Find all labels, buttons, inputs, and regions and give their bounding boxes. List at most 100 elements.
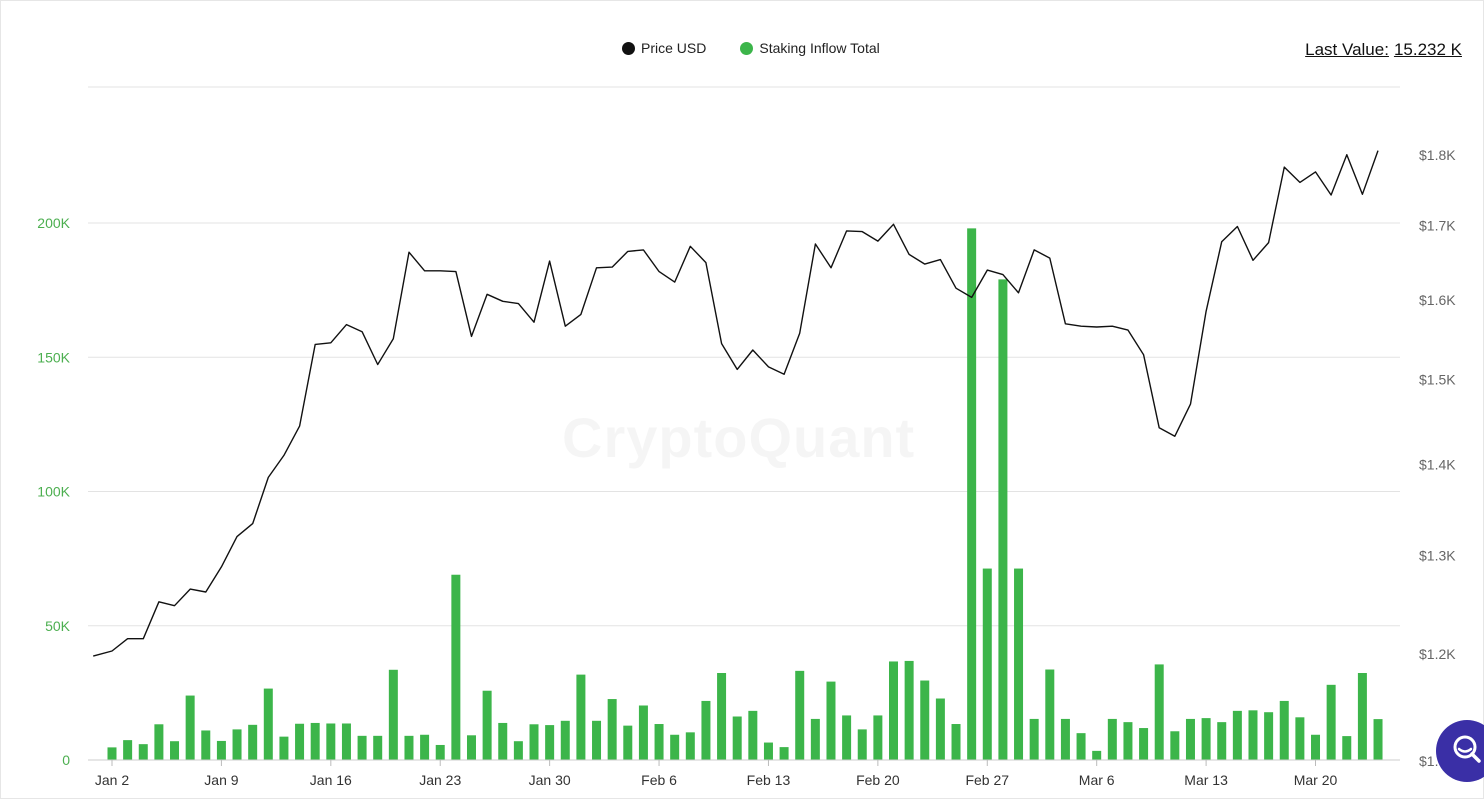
- y-left-tick-label: 150K: [37, 349, 70, 365]
- inflow-legend-dot: [740, 41, 754, 55]
- inflow-bar: [357, 735, 367, 760]
- inflow-bar: [279, 736, 289, 760]
- inflow-bar: [1170, 731, 1180, 760]
- y-left-tick-label: 100K: [37, 484, 70, 500]
- inflow-bar: [935, 698, 945, 760]
- inflow-bar: [1295, 717, 1305, 760]
- legend-item-inflow[interactable]: Staking Inflow Total: [740, 40, 880, 56]
- legend-item-price[interactable]: Price USD: [622, 40, 706, 56]
- x-tick-label: Mar 20: [1294, 772, 1338, 788]
- inflow-bar: [248, 724, 258, 760]
- inflow-bar: [1185, 718, 1195, 760]
- y-right-tick-label: $1.4K: [1419, 456, 1456, 472]
- inflow-bar: [451, 574, 461, 760]
- inflow-bar: [1107, 718, 1117, 760]
- inflow-bar: [1232, 710, 1242, 760]
- x-tick-label: Jan 9: [204, 772, 238, 788]
- inflow-bar: [810, 718, 820, 760]
- inflow-bar: [1248, 710, 1258, 760]
- y-right-tick-label: $1.3K: [1419, 547, 1456, 563]
- inflow-bar: [513, 741, 523, 760]
- inflow-bar: [779, 747, 789, 760]
- inflow-bar: [170, 741, 180, 760]
- inflow-bar: [889, 661, 898, 760]
- inflow-bar: [1264, 712, 1274, 760]
- x-tick-label: Mar 6: [1079, 772, 1115, 788]
- inflow-bar: [920, 680, 930, 760]
- inflow-bar: [263, 688, 273, 760]
- inflow-bar: [763, 742, 773, 760]
- inflow-bar: [388, 669, 398, 760]
- inflow-bar: [592, 720, 602, 760]
- inflow-bar: [1217, 722, 1227, 760]
- inflow-bar: [576, 674, 586, 760]
- inflow-bar: [717, 673, 727, 760]
- inflow-bar: [420, 734, 430, 760]
- inflow-bar: [373, 735, 383, 760]
- y-right-tick-label: $1.2K: [1419, 646, 1456, 662]
- x-tick-label: Jan 30: [529, 772, 571, 788]
- x-tick-label: Jan 23: [419, 772, 461, 788]
- inflow-bar: [1045, 669, 1055, 760]
- inflow-bar: [1342, 736, 1352, 760]
- inflow-bar: [998, 279, 1008, 760]
- inflow-bar: [795, 670, 805, 760]
- y-left-tick-label: 200K: [37, 215, 70, 231]
- x-tick-label: Jan 2: [95, 772, 129, 788]
- inflow-bar: [1279, 700, 1289, 760]
- y-left-tick-label: 50K: [45, 618, 71, 634]
- y-right-tick-label: $1.8K: [1419, 147, 1456, 163]
- inflow-bar: [435, 744, 445, 760]
- inflow-bar: [967, 228, 977, 760]
- inflow-bar: [873, 715, 883, 760]
- inflow-bar: [295, 723, 305, 760]
- inflow-bar: [982, 568, 992, 760]
- legend-price-label: Price USD: [641, 40, 707, 56]
- inflow-bar: [842, 715, 852, 760]
- inflow-bar: [685, 732, 695, 760]
- inflow-bar: [748, 710, 758, 760]
- inflow-bar: [1092, 750, 1102, 760]
- inflow-bar: [1357, 673, 1367, 760]
- inflow-bar: [607, 699, 617, 760]
- inflow-bar: [545, 725, 555, 760]
- inflow-bar: [654, 724, 664, 760]
- inflow-bar: [404, 735, 414, 760]
- inflow-bar: [138, 744, 148, 760]
- price-line-layer: [93, 150, 1379, 657]
- inflow-bar: [185, 695, 195, 760]
- inflow-bar: [1029, 718, 1039, 760]
- inflow-bar: [826, 681, 836, 760]
- last-value-readout: Last Value: 15.232 K: [1305, 40, 1462, 60]
- inflow-bar: [498, 722, 508, 760]
- x-tick-label: Mar 13: [1184, 772, 1228, 788]
- inflow-bar: [201, 730, 211, 760]
- x-tick-label: Jan 16: [310, 772, 352, 788]
- search-button[interactable]: [1436, 720, 1484, 782]
- y-right-tick-label: $1.6K: [1419, 292, 1456, 308]
- inflow-bar: [107, 747, 117, 760]
- x-tick-label: Feb 6: [641, 772, 677, 788]
- inflow-bar: [326, 723, 336, 760]
- inflow-bar: [732, 716, 742, 760]
- price-legend-dot: [622, 41, 635, 55]
- axes: 0 50K 100K 150K 200K $1.2K $1.3K $1.4K $1.5K $1.6…: [37, 147, 1456, 788]
- inflow-bar: [232, 729, 242, 760]
- inflow-bar: [1154, 664, 1164, 760]
- inflow-bar: [1201, 718, 1211, 760]
- inflow-bar: [1014, 568, 1024, 760]
- inflow-bar: [466, 735, 476, 760]
- inflow-bar: [1076, 733, 1086, 760]
- y-right-tick-label: $1.5K: [1419, 371, 1456, 387]
- inflow-bar: [857, 729, 867, 760]
- inflow-bar: [1139, 728, 1149, 760]
- inflow-bar: [1326, 684, 1336, 760]
- legend-inflow-label: Staking Inflow Total: [759, 40, 880, 56]
- inflow-bar: [1311, 734, 1321, 760]
- last-value-number: 15.232 K: [1393, 40, 1462, 59]
- inflow-bar: [154, 724, 164, 760]
- y-right-tick-label: $1.7K: [1419, 217, 1456, 233]
- inflow-bar: [701, 700, 711, 760]
